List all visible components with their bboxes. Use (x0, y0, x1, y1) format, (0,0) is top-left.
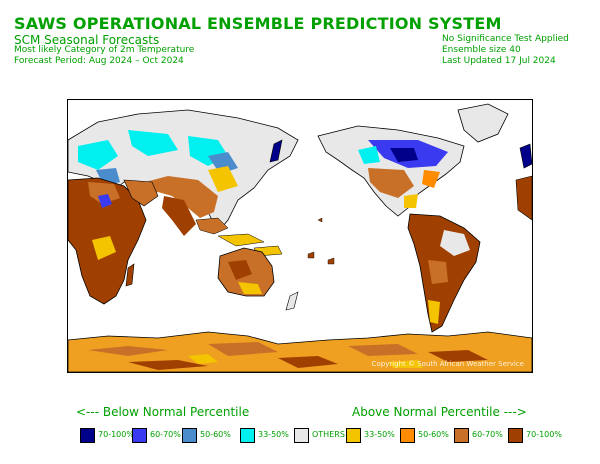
forecast-period: Forecast Period: Aug 2024 – Oct 2024 (14, 56, 184, 66)
legend-label: OTHERS (312, 430, 345, 439)
legend-swatch (240, 428, 255, 443)
world-map: Copyright © South African Weather Servic… (67, 99, 533, 373)
legend-swatch (294, 428, 309, 443)
legend-label: 70-100% (98, 430, 134, 439)
ensemble-size: Ensemble size 40 (442, 45, 521, 55)
legend-swatch (454, 428, 469, 443)
significance-note: No Significance Test Applied (442, 34, 569, 44)
subtitle: SCM Seasonal Forecasts (14, 33, 160, 47)
legend-swatch (400, 428, 415, 443)
legend-swatch (80, 428, 95, 443)
legend-swatch (182, 428, 197, 443)
greenland (457, 103, 509, 143)
below-normal-header: <--- Below Normal Percentile (76, 405, 250, 419)
legend-swatch (132, 428, 147, 443)
legend-swatch (508, 428, 523, 443)
legend-label: 70-100% (526, 430, 562, 439)
last-updated: Last Updated 17 Jul 2024 (442, 56, 556, 66)
legend-label: 33-50% (258, 430, 289, 439)
variable-line: Most likely Category of 2m Temperature (14, 45, 195, 55)
legend-swatch (346, 428, 361, 443)
above-normal-header: Above Normal Percentile ---> (352, 405, 527, 419)
legend-label: 60-70% (472, 430, 503, 439)
page-title: SAWS OPERATIONAL ENSEMBLE PREDICTION SYS… (14, 14, 502, 33)
legend-label: 60-70% (150, 430, 181, 439)
legend-label: 33-50% (364, 430, 395, 439)
legend-label: 50-60% (418, 430, 449, 439)
legend-label: 50-60% (200, 430, 231, 439)
copyright-text: Copyright © South African Weather Servic… (372, 360, 524, 368)
